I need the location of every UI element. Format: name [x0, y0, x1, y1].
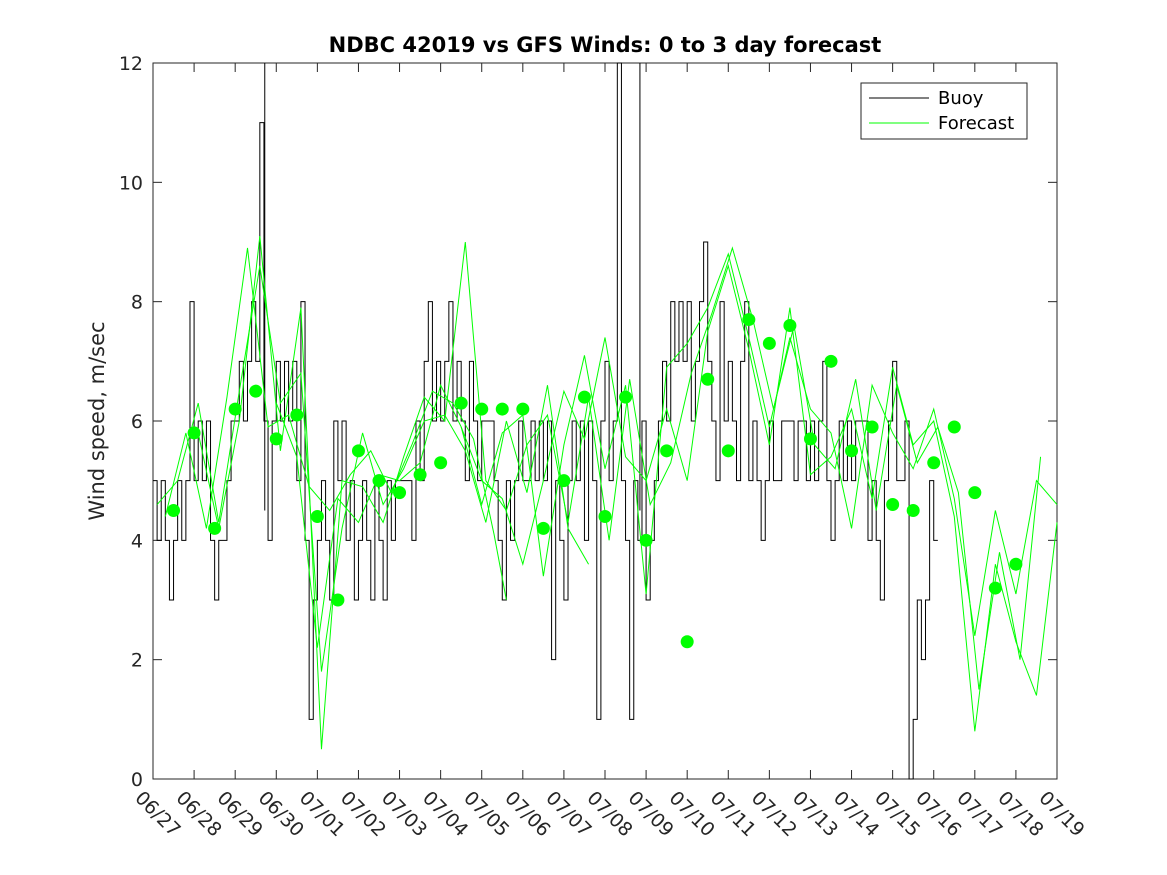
forecast-marker	[557, 474, 571, 488]
forecast-marker	[906, 504, 920, 517]
forecast-marker	[536, 521, 550, 535]
forecast-marker	[454, 396, 468, 410]
forecast-marker	[762, 336, 776, 350]
forecast-marker	[721, 444, 735, 458]
y-tick-label: 4	[131, 530, 143, 552]
forecast-series-line	[156, 265, 589, 672]
forecast-marker	[988, 581, 1002, 595]
forecast-marker	[393, 486, 407, 500]
y-tick-label: 10	[119, 172, 143, 194]
forecast-marker	[516, 402, 530, 416]
forecast-marker	[310, 509, 324, 523]
forecast-marker	[824, 354, 838, 368]
forecast-marker	[803, 432, 817, 446]
forecast-marker	[269, 432, 283, 446]
forecast-series-line	[460, 252, 1058, 636]
forecast-marker	[619, 390, 633, 404]
forecast-marker	[577, 390, 591, 404]
forecast-marker	[1009, 557, 1023, 571]
forecast-marker	[968, 486, 982, 500]
forecast-marker	[495, 402, 509, 416]
y-tick-label: 0	[131, 769, 143, 791]
legend: Buoy Forecast	[860, 82, 1028, 140]
forecast-marker	[927, 456, 941, 470]
legend-box	[860, 82, 1028, 140]
y-tick-label: 12	[119, 53, 143, 75]
forecast-marker	[413, 468, 427, 482]
forecast-marker	[639, 533, 653, 547]
forecast-series-line	[164, 247, 507, 601]
forecast-marker	[886, 498, 900, 512]
forecast-marker	[680, 635, 694, 649]
forecast-series-line	[197, 235, 1042, 750]
forecast-marker	[167, 504, 181, 517]
y-tick-label: 6	[131, 411, 143, 433]
forecast-marker	[947, 420, 961, 434]
forecast-marker	[598, 509, 612, 523]
forecast-marker	[351, 444, 365, 458]
forecast-marker	[865, 420, 879, 434]
forecast-marker	[249, 384, 263, 398]
forecast-marker	[475, 402, 489, 416]
forecast-marker	[701, 372, 715, 386]
forecast-marker	[783, 319, 797, 333]
chart-title: NDBC 42019 vs GFS Winds: 0 to 3 day fore…	[329, 33, 882, 57]
y-tick-label: 2	[131, 650, 143, 672]
y-axis-label: Wind speed, m/sec	[85, 321, 109, 520]
forecast-marker	[434, 456, 448, 470]
forecast-marker	[372, 474, 386, 488]
forecast-marker	[845, 444, 859, 458]
legend-buoy-label: Buoy	[938, 88, 984, 109]
forecast-marker	[742, 313, 756, 327]
forecast-marker	[290, 408, 304, 422]
plot-area: 02468101206/2706/2806/2906/3007/0107/020…	[119, 53, 1089, 841]
forecast-marker	[187, 426, 201, 440]
forecast-marker	[331, 593, 345, 607]
forecast-marker	[660, 444, 674, 458]
forecast-marker	[208, 521, 222, 535]
forecast-marker	[228, 402, 242, 416]
legend-forecast-label: Forecast	[938, 113, 1014, 134]
y-tick-label: 8	[131, 292, 143, 314]
